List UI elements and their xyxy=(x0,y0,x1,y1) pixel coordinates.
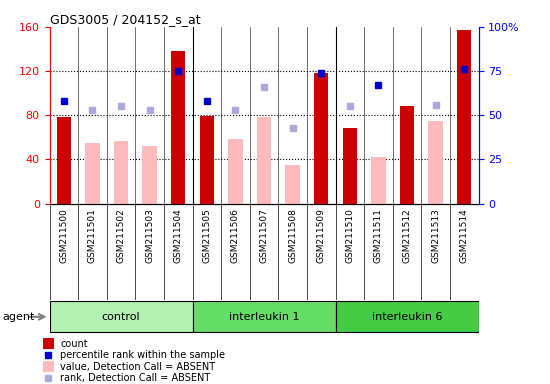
Bar xyxy=(228,139,243,204)
Text: GSM211505: GSM211505 xyxy=(202,208,211,263)
Bar xyxy=(142,146,157,204)
Text: interleukin 1: interleukin 1 xyxy=(229,312,299,322)
Bar xyxy=(57,118,71,204)
Text: GSM211514: GSM211514 xyxy=(460,208,469,263)
Text: GSM211512: GSM211512 xyxy=(403,208,411,263)
Bar xyxy=(428,121,443,204)
Text: GSM211510: GSM211510 xyxy=(345,208,354,263)
Text: interleukin 6: interleukin 6 xyxy=(372,312,442,322)
Bar xyxy=(43,361,54,372)
Text: percentile rank within the sample: percentile rank within the sample xyxy=(60,350,226,360)
Text: GDS3005 / 204152_s_at: GDS3005 / 204152_s_at xyxy=(50,13,200,26)
Bar xyxy=(171,51,185,204)
Text: GSM211509: GSM211509 xyxy=(317,208,326,263)
Text: GSM211513: GSM211513 xyxy=(431,208,440,263)
Bar xyxy=(336,301,478,332)
Text: GSM211500: GSM211500 xyxy=(59,208,68,263)
Bar xyxy=(43,338,54,349)
Text: GSM211506: GSM211506 xyxy=(231,208,240,263)
Text: rank, Detection Call = ABSENT: rank, Detection Call = ABSENT xyxy=(60,373,211,383)
Text: GSM211504: GSM211504 xyxy=(174,208,183,263)
Text: agent: agent xyxy=(3,312,35,322)
Bar xyxy=(314,73,328,204)
Bar xyxy=(343,128,357,204)
Bar xyxy=(85,143,100,204)
Bar xyxy=(285,165,300,204)
Bar xyxy=(192,301,336,332)
Bar xyxy=(371,157,386,204)
Text: GSM211502: GSM211502 xyxy=(117,208,125,263)
Bar xyxy=(457,30,471,204)
Text: value, Detection Call = ABSENT: value, Detection Call = ABSENT xyxy=(60,362,216,372)
Text: GSM211503: GSM211503 xyxy=(145,208,154,263)
Text: GSM211501: GSM211501 xyxy=(88,208,97,263)
Bar xyxy=(114,141,128,204)
Bar xyxy=(257,118,271,204)
Bar xyxy=(200,116,214,204)
Text: control: control xyxy=(102,312,140,322)
Text: count: count xyxy=(60,339,88,349)
Text: GSM211508: GSM211508 xyxy=(288,208,297,263)
Bar xyxy=(50,301,192,332)
Text: GSM211511: GSM211511 xyxy=(374,208,383,263)
Bar xyxy=(400,106,414,204)
Text: GSM211507: GSM211507 xyxy=(260,208,268,263)
